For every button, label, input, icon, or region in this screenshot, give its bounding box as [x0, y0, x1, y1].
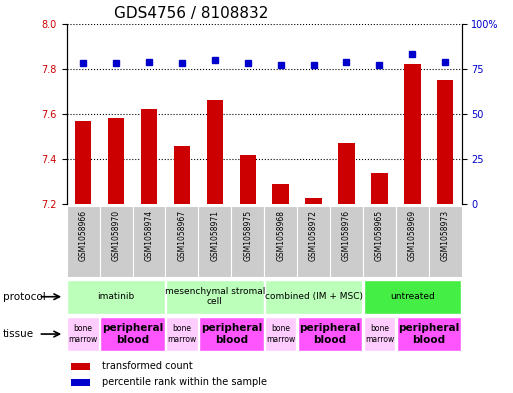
Bar — [298, 317, 362, 351]
Bar — [67, 317, 99, 351]
Bar — [240, 154, 256, 204]
Text: bone
marrow: bone marrow — [266, 324, 295, 344]
Text: mesenchymal stromal
cell: mesenchymal stromal cell — [165, 287, 265, 307]
Bar — [71, 379, 90, 386]
Text: transformed count: transformed count — [102, 362, 193, 371]
Text: GSM1058973: GSM1058973 — [441, 210, 450, 261]
Text: GSM1058972: GSM1058972 — [309, 210, 318, 261]
Bar — [199, 317, 264, 351]
Bar — [338, 143, 354, 204]
Text: GSM1058975: GSM1058975 — [243, 210, 252, 261]
Bar — [100, 206, 132, 277]
Bar — [100, 317, 165, 351]
Bar — [297, 206, 330, 277]
Bar — [396, 206, 429, 277]
Text: percentile rank within the sample: percentile rank within the sample — [102, 377, 267, 387]
Bar — [166, 280, 264, 314]
Text: imatinib: imatinib — [97, 292, 135, 301]
Text: GDS4756 / 8108832: GDS4756 / 8108832 — [114, 6, 268, 21]
Bar — [75, 121, 91, 204]
Bar — [305, 198, 322, 204]
Bar — [132, 206, 165, 277]
Text: bone
marrow: bone marrow — [365, 324, 394, 344]
Text: GSM1058970: GSM1058970 — [111, 210, 121, 261]
Bar — [364, 317, 395, 351]
Bar — [437, 80, 453, 204]
Bar — [71, 363, 90, 369]
Bar — [404, 64, 421, 204]
Text: GSM1058971: GSM1058971 — [210, 210, 220, 261]
Bar — [166, 317, 198, 351]
Text: bone
marrow: bone marrow — [69, 324, 98, 344]
Bar — [108, 118, 124, 204]
Text: GSM1058966: GSM1058966 — [78, 210, 88, 261]
Text: GSM1058974: GSM1058974 — [145, 210, 153, 261]
Text: untreated: untreated — [390, 292, 435, 301]
Bar — [264, 206, 297, 277]
Bar — [67, 280, 165, 314]
Text: GSM1058969: GSM1058969 — [408, 210, 417, 261]
Bar — [272, 184, 289, 204]
Text: peripheral
blood: peripheral blood — [201, 323, 262, 345]
Text: combined (IM + MSC): combined (IM + MSC) — [265, 292, 363, 301]
Bar — [429, 206, 462, 277]
Bar — [141, 109, 157, 204]
Text: bone
marrow: bone marrow — [167, 324, 196, 344]
Bar — [67, 206, 100, 277]
Bar — [265, 317, 297, 351]
Text: GSM1058968: GSM1058968 — [276, 210, 285, 261]
Bar — [330, 206, 363, 277]
Text: tissue: tissue — [3, 329, 34, 339]
Text: peripheral
blood: peripheral blood — [398, 323, 460, 345]
Bar — [265, 280, 362, 314]
Bar — [364, 280, 461, 314]
Bar — [363, 206, 396, 277]
Bar — [165, 206, 199, 277]
Text: protocol: protocol — [3, 292, 45, 302]
Text: GSM1058965: GSM1058965 — [375, 210, 384, 261]
Bar — [174, 145, 190, 204]
Text: peripheral
blood: peripheral blood — [300, 323, 361, 345]
Bar — [199, 206, 231, 277]
Bar — [231, 206, 264, 277]
Bar — [207, 100, 223, 204]
Bar — [397, 317, 461, 351]
Text: peripheral
blood: peripheral blood — [102, 323, 163, 345]
Text: GSM1058967: GSM1058967 — [177, 210, 186, 261]
Text: GSM1058976: GSM1058976 — [342, 210, 351, 261]
Bar — [371, 173, 388, 204]
